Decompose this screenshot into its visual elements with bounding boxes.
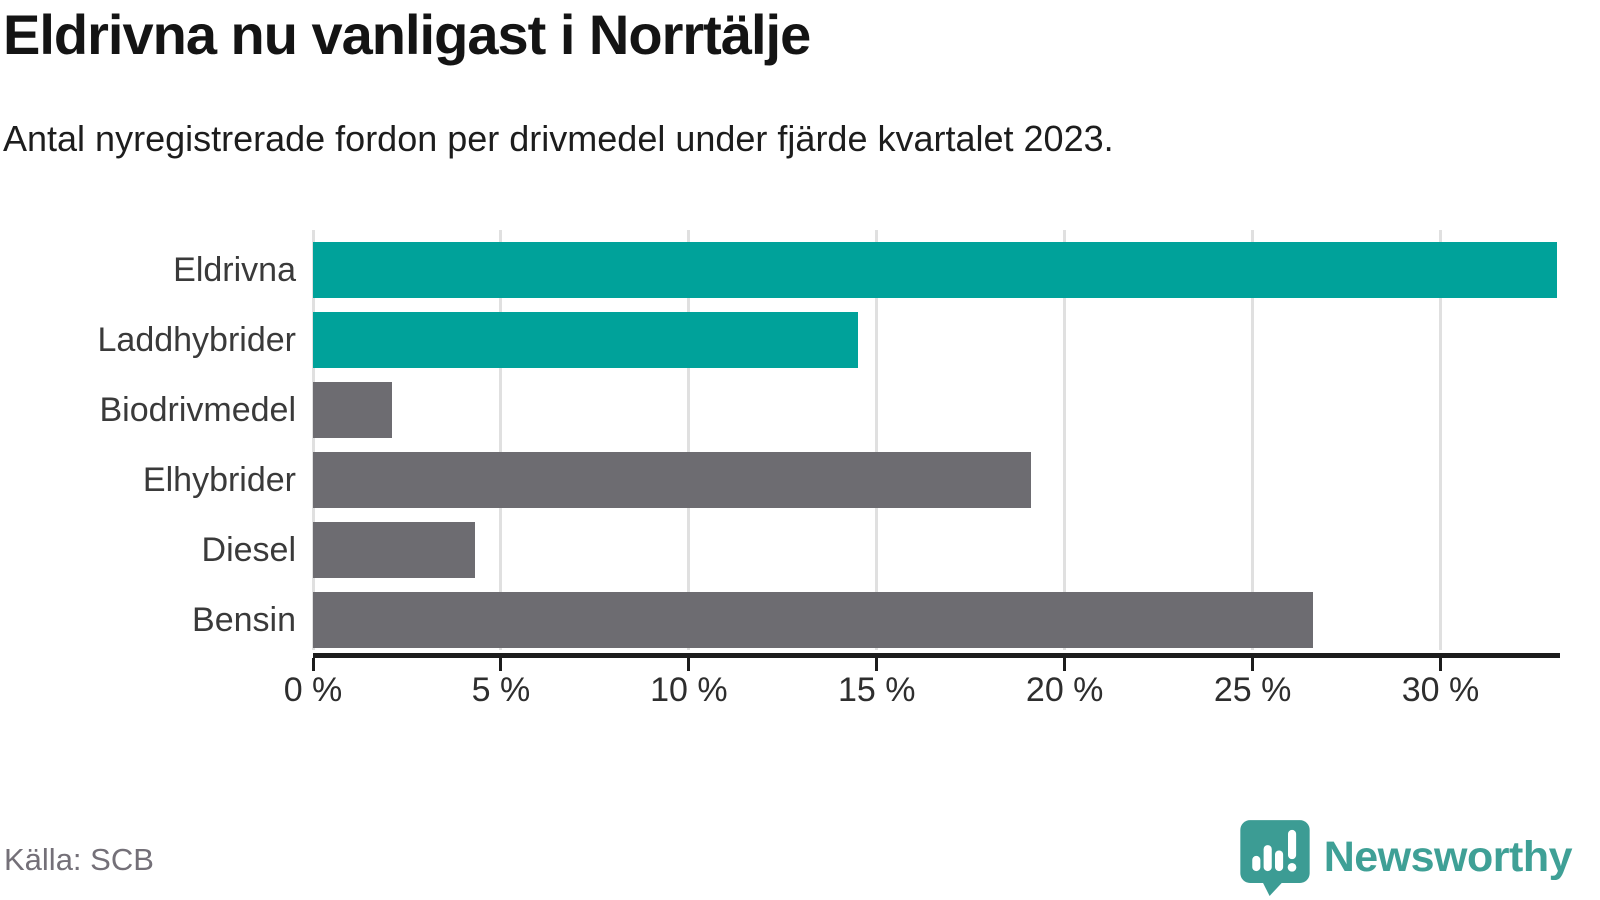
tick-label-30: 30 % [1401, 671, 1480, 709]
category-label-biodrivmedel: Biodrivmedel [99, 391, 296, 429]
tick-label-0: 0 % [283, 671, 343, 709]
tick-label-15: 15 % [837, 671, 916, 709]
chart-subtitle: Antal nyregistrerade fordon per drivmede… [3, 118, 1114, 159]
brand-name: Newsworthy [1323, 832, 1573, 881]
tick-mark-30 [1438, 658, 1442, 671]
tick-label-10: 10 % [650, 671, 728, 709]
gridline-15 [875, 230, 879, 650]
bar-chart: Eldrivna Laddhybrider Biodrivmedel Elhybrid… [0, 228, 1560, 728]
gridline-0 [311, 230, 315, 650]
gridline-20 [1063, 230, 1067, 650]
tick-label-25: 25 % [1213, 671, 1292, 709]
tick-label-5: 5 % [471, 671, 531, 709]
tick-mark-25 [1251, 658, 1255, 671]
tick-label-20: 20 % [1025, 671, 1104, 709]
source-note: Källa: SCB [4, 842, 154, 877]
bar-diesel [313, 522, 475, 578]
brand-logo: Newsworthy [1240, 818, 1573, 896]
category-label-elhybrider: Elhybrider [142, 461, 296, 499]
newsworthy-icon [1240, 820, 1310, 896]
category-label-eldrivna: Eldrivna [173, 251, 296, 289]
tick-mark-5 [499, 658, 503, 671]
tick-mark-20 [1063, 658, 1067, 671]
bar-laddhybrider [313, 312, 858, 368]
x-axis-line [313, 653, 1560, 658]
gridline-25 [1251, 230, 1255, 650]
bar-bensin [313, 592, 1313, 648]
category-labels: Eldrivna Laddhybrider Biodrivmedel Elhybrid… [0, 228, 296, 652]
category-label-bensin: Bensin [192, 601, 296, 639]
tick-mark-10 [687, 658, 691, 671]
gridline-5 [499, 230, 503, 650]
category-label-laddhybrider: Laddhybrider [97, 321, 296, 359]
gridline-30 [1438, 230, 1442, 650]
tick-mark-0 [311, 658, 315, 671]
gridline-10 [687, 230, 691, 650]
plot-area [311, 228, 1557, 650]
page-title: Eldrivna nu vanligast i Norrtälje [3, 3, 811, 66]
tick-mark-15 [875, 658, 879, 671]
bar-biodrivmedel [313, 382, 392, 438]
category-label-diesel: Diesel [201, 531, 296, 569]
bar-elhybrider [313, 452, 1031, 508]
bar-eldrivna [313, 242, 1557, 298]
